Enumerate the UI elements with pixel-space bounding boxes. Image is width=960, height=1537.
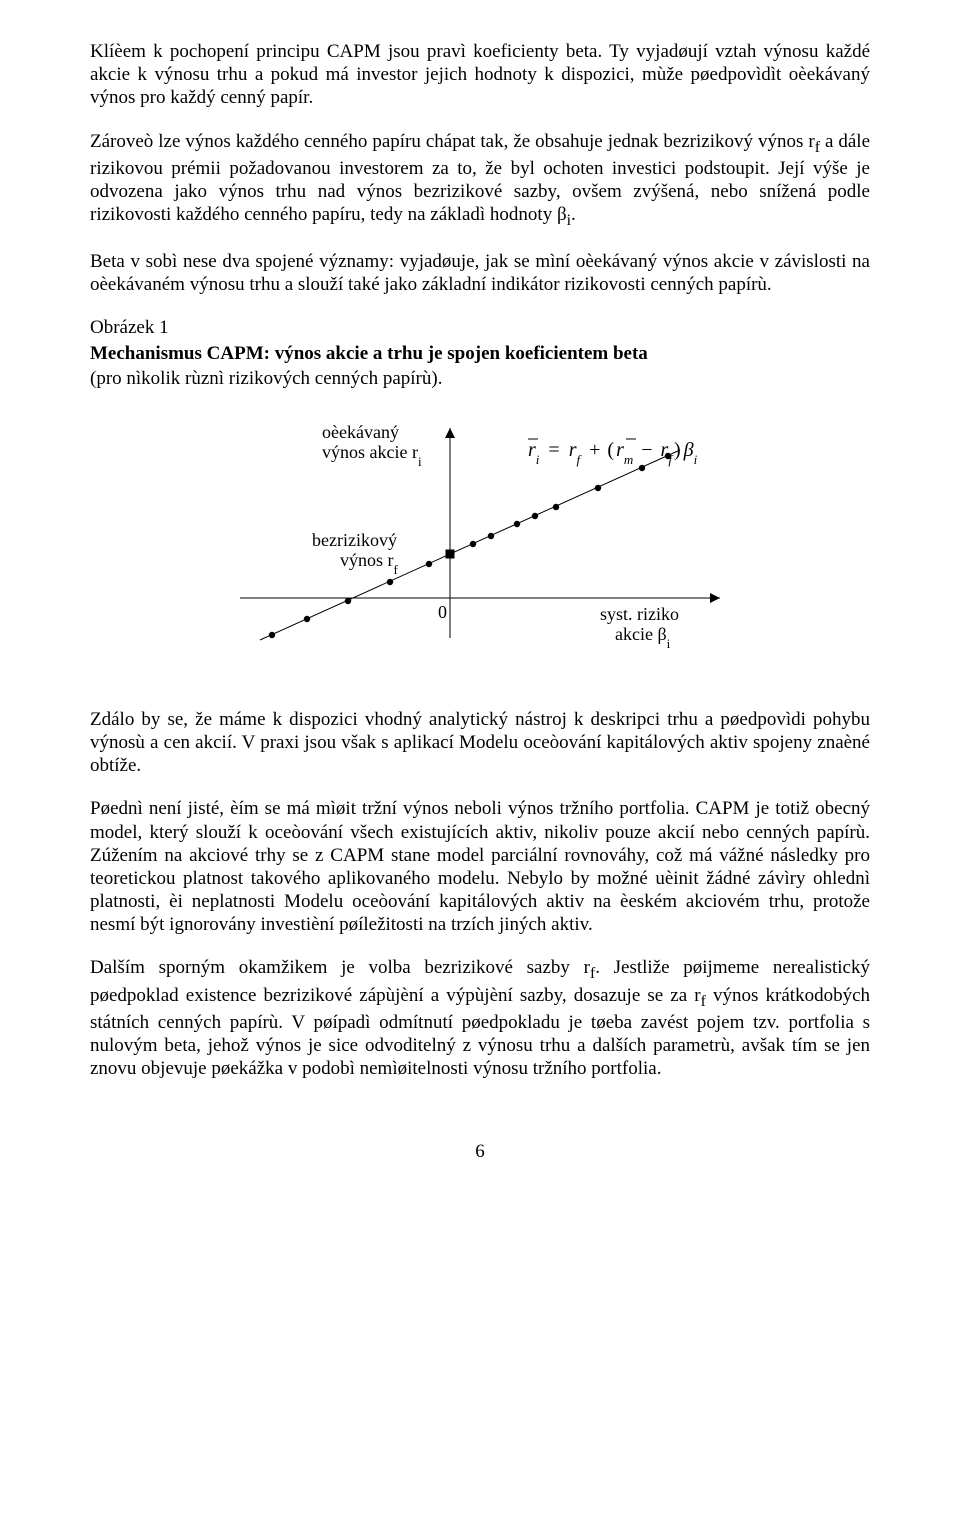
- svg-text:syst. riziko: syst. riziko: [600, 604, 679, 624]
- para-2: Zároveò lze výnos každého cenného papíru…: [90, 130, 870, 231]
- para-5: Pøednì není jisté, èím se má mìøit tržní…: [90, 797, 870, 936]
- para-4: Zdálo by se, že máme k dispozici vhodný …: [90, 708, 870, 778]
- capm-chart: oèekávanývýnos akcie ri bezrizikovývýnos …: [200, 408, 760, 668]
- svg-text:výnos rf: výnos rf: [340, 550, 399, 577]
- capm-chart-container: oèekávanývýnos akcie ri bezrizikovývýnos …: [90, 408, 870, 668]
- figure-label-3: (pro nìkolik rùznì rizikových cenných pa…: [90, 367, 870, 390]
- para-1: Klíèem k pochopení principu CAPM jsou pr…: [90, 40, 870, 110]
- para-6a: Dalším sporným okamžikem je volba bezriz…: [90, 957, 590, 978]
- svg-text:výnos akcie ri: výnos akcie ri: [322, 442, 422, 469]
- para-2a: Zároveò lze výnos každého cenného papíru…: [90, 131, 815, 152]
- svg-text:akcie βi: akcie βi: [615, 624, 671, 651]
- para-3: Beta v sobì nese dva spojené významy: vy…: [90, 250, 870, 296]
- page-number: 6: [90, 1140, 870, 1163]
- svg-text:oèekávaný: oèekávaný: [322, 422, 399, 442]
- para-6: Dalším sporným okamžikem je volba bezriz…: [90, 956, 870, 1080]
- svg-text:bezrizikový: bezrizikový: [312, 530, 397, 550]
- figure-label-2: Mechanismus CAPM: výnos akcie a trhu je …: [90, 342, 870, 365]
- para-2-sub-i: i: [567, 212, 571, 229]
- figure-label-1: Obrázek 1: [90, 316, 870, 339]
- svg-text:ri = rf + (rm − rf)βi: ri = rf + (rm − rf)βi: [528, 439, 698, 467]
- svg-text:0: 0: [438, 602, 447, 622]
